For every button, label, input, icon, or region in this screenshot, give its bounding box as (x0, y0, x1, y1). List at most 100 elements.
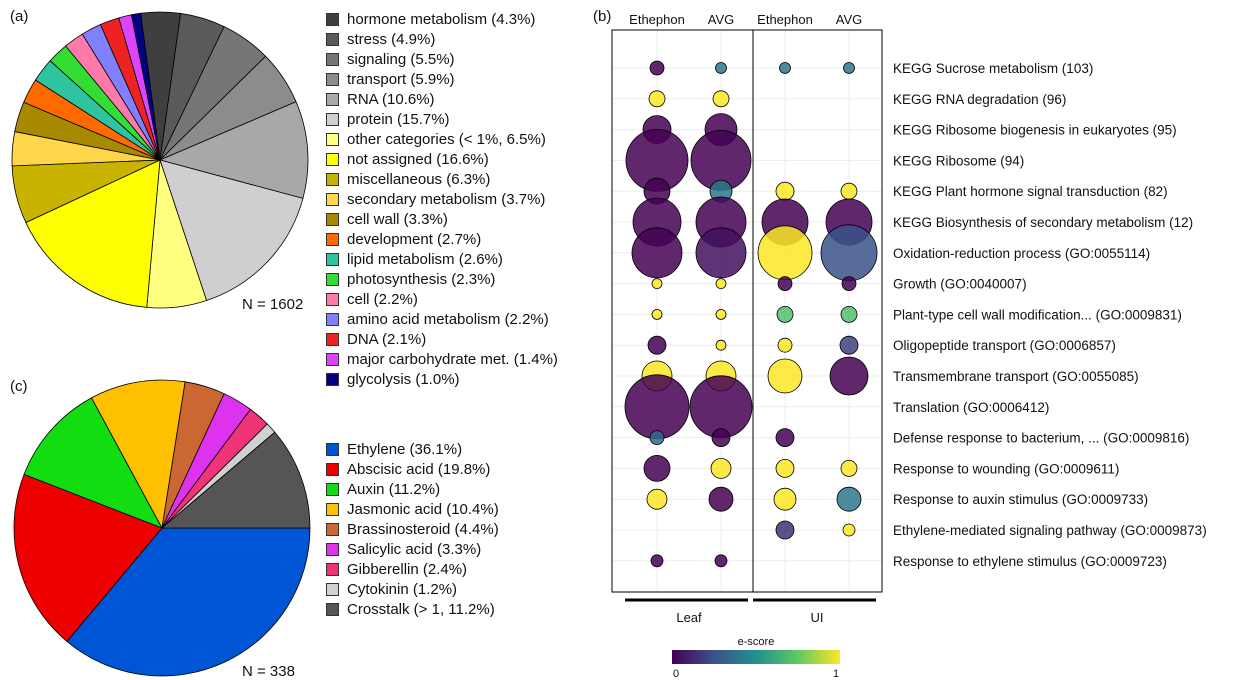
pie-c-legend-item: Auxin (11.2%) (326, 479, 499, 499)
bubble-point (651, 308, 663, 320)
pie-c-legend-label: Cytokinin (1.2%) (347, 580, 458, 598)
row-label: KEGG Ribosome biogenesis in eukaryotes (… (893, 123, 1177, 138)
bubble-point (712, 90, 730, 108)
pie-a-legend-swatch (326, 32, 339, 46)
bubble-point (836, 486, 862, 512)
legend-c: Ethylene (36.1%) Abscisic acid (19.8%) Aux… (326, 439, 499, 619)
pie-c-legend-swatch (326, 562, 339, 576)
pie-a-slice-4 (158, 101, 309, 199)
pie-a-legend-swatch (326, 172, 339, 186)
pie-a-legend-label: other categories (< 1%, 6.5%) (347, 130, 546, 148)
row-label: KEGG Sucrose metabolism (103) (893, 61, 1093, 76)
pie-c-legend-item: Gibberellin (2.4%) (326, 559, 499, 579)
pie-a-legend-swatch (326, 292, 339, 306)
row-label: Transmembrane transport (GO:0055085) (893, 369, 1139, 384)
bubble-point (650, 554, 664, 568)
row-label: KEGG Biosynthesis of secondary metabolis… (893, 215, 1193, 230)
pie-a-legend-swatch (326, 332, 339, 346)
colorbar-max-label: 1 (833, 668, 839, 680)
bubble-point (715, 62, 727, 74)
pie-a-legend-swatch (326, 352, 339, 366)
group-label: Leaf (676, 610, 702, 625)
pie-c-legend-label: Brassinosteroid (4.4%) (347, 520, 499, 538)
bubble-point (767, 358, 803, 394)
pie-a-legend-swatch (326, 152, 339, 166)
pie-a-legend-swatch (326, 72, 339, 86)
pie-a-legend-swatch (326, 272, 339, 286)
bubble-point (715, 339, 727, 351)
bubble-point (840, 305, 858, 323)
pie-a-legend-swatch (326, 192, 339, 206)
pie-a-legend-label: RNA (10.6%) (347, 90, 435, 108)
bubble-point (711, 428, 731, 448)
bubble-point (643, 454, 671, 482)
pie-a-legend-label: major carbohydrate met. (1.4%) (347, 350, 558, 368)
bubble-point (649, 430, 665, 446)
row-label: Oligopeptide transport (GO:0006857) (893, 338, 1116, 353)
bubble-point (715, 308, 727, 320)
pie-a-legend-label: not assigned (16.6%) (347, 150, 489, 168)
pie-c-legend-label: Gibberellin (2.4%) (347, 560, 468, 578)
row-label: KEGG Plant hormone signal transduction (… (893, 184, 1168, 199)
pie-a-slice-5 (159, 159, 304, 302)
pie-a-legend-item: development (2.7%) (326, 229, 558, 249)
pie-a-legend-swatch (326, 92, 339, 106)
pie-a-legend-label: protein (15.7%) (347, 110, 450, 128)
pie-c-slice-8 (160, 431, 311, 529)
pie-a-slice-18 (131, 12, 161, 161)
row-label: Defense response to bacterium, ... (GO:0… (893, 431, 1189, 446)
column-header: AVG (836, 12, 863, 27)
pie-c-legend-swatch (326, 602, 339, 616)
bubble-point (777, 276, 793, 292)
row-label: Response to auxin stimulus (GO:0009733) (893, 492, 1148, 507)
bubble-point (757, 225, 813, 281)
bubble-point (842, 523, 856, 537)
bubble-point (773, 487, 797, 511)
row-label: Growth (GO:0040007) (893, 277, 1027, 292)
pie-c-legend-swatch (326, 442, 339, 456)
plot-frame (611, 29, 883, 593)
pie-a-legend-label: transport (5.9%) (347, 70, 455, 88)
bubble-point (840, 182, 858, 200)
bubble-point (649, 60, 665, 76)
pie-a-legend-item: amino acid metabolism (2.2%) (326, 309, 558, 329)
pie-a-legend-label: cell wall (3.3%) (347, 210, 448, 228)
pie-c-legend-label: Crosstalk (> 1, 11.2%) (347, 600, 495, 618)
pie-a-legend-item: other categories (< 1%, 6.5%) (326, 129, 558, 149)
bubble-point (624, 374, 690, 440)
column-header: Ethephon (757, 12, 813, 27)
pie-a-legend-swatch (326, 132, 339, 146)
pie-c-legend-item: Jasmonic acid (10.4%) (326, 499, 499, 519)
bubble-point (775, 458, 795, 478)
pie-a-legend-label: miscellaneous (6.3%) (347, 170, 491, 188)
bubble-point (708, 486, 734, 512)
pie-c-legend-label: Salicylic acid (3.3%) (347, 540, 482, 558)
pie-a-legend-swatch (326, 312, 339, 326)
pie-a-legend-label: DNA (2.1%) (347, 330, 427, 348)
bubble-point (829, 356, 869, 396)
pie-a-legend-label: cell (2.2%) (347, 290, 418, 308)
bubble-point (777, 337, 793, 353)
pie-a-legend-label: lipid metabolism (2.6%) (347, 250, 503, 268)
colorbar (672, 650, 840, 664)
panel-b-label: (b) (593, 8, 612, 25)
pie-c-legend-swatch (326, 522, 339, 536)
pie-c-legend-label: Auxin (11.2%) (347, 480, 441, 498)
bubble-point (841, 276, 857, 292)
colorbar-min-label: 0 (673, 668, 679, 680)
pie-c-legend-swatch (326, 482, 339, 496)
bubble-point (843, 62, 855, 74)
pie-a-legend-item: not assigned (16.6%) (326, 149, 558, 169)
pie-c-legend-swatch (326, 542, 339, 556)
bubble-point (779, 62, 791, 74)
pie-a-legend-item: signaling (5.5%) (326, 49, 558, 69)
pie-a-legend-swatch (326, 112, 339, 126)
pie-a-legend-item: glycolysis (1.0%) (326, 369, 558, 389)
column-header: Ethephon (629, 12, 685, 27)
bubble-point (840, 459, 858, 477)
pie-a-legend-swatch (326, 12, 339, 26)
pie-a-legend-swatch (326, 232, 339, 246)
pie-c-legend-item: Abscisic acid (19.8%) (326, 459, 499, 479)
